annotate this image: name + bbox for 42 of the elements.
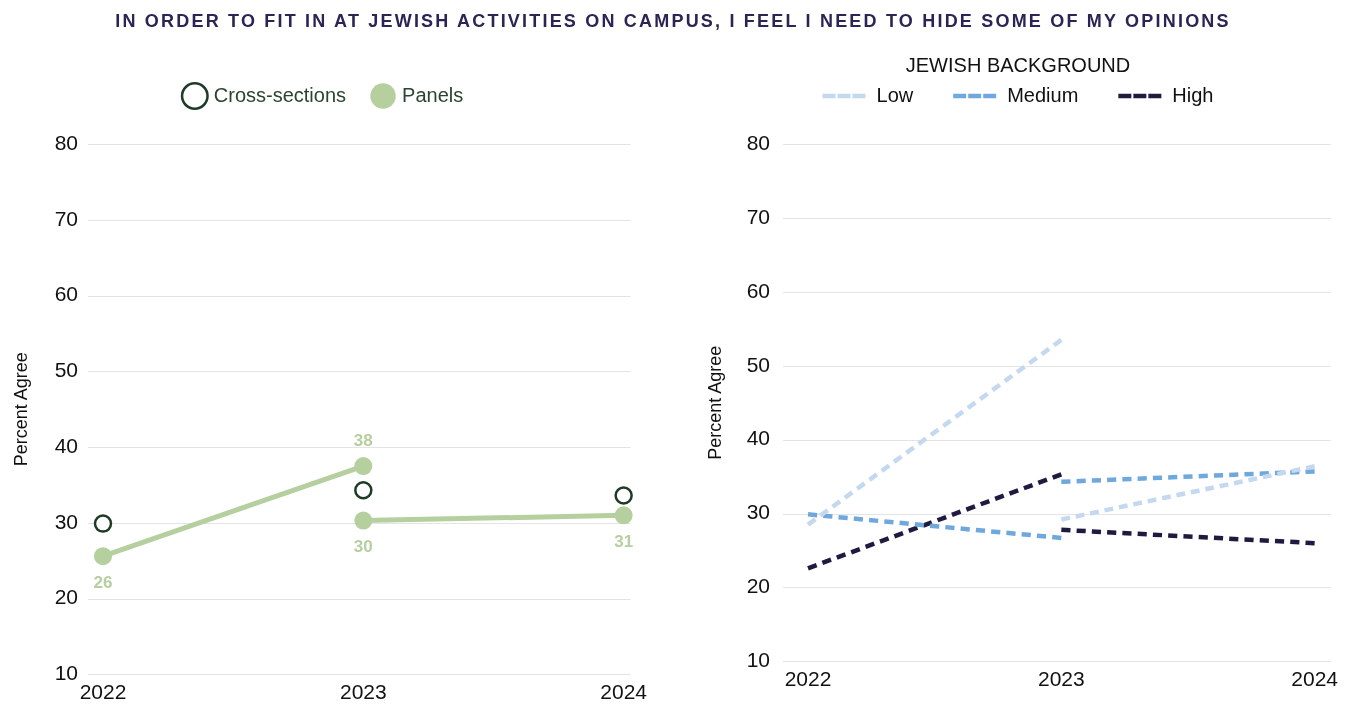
legend-label: High — [1172, 83, 1214, 106]
y-tick-label: 70 — [746, 204, 770, 228]
x-tick-label: 2024 — [1291, 666, 1339, 690]
x-tick-label: 2022 — [79, 679, 127, 703]
legend-label: Low — [876, 83, 914, 106]
y-tick-label: 60 — [54, 282, 78, 306]
y-tick-label: 20 — [54, 585, 78, 609]
y-tick-label: 10 — [54, 661, 78, 685]
y-tick-label: 10 — [746, 648, 770, 672]
point — [354, 511, 373, 530]
y-tick-label: 60 — [746, 278, 770, 302]
y-tick-label: 50 — [54, 358, 78, 382]
y-tick-label: 70 — [54, 206, 78, 230]
x-tick-label: 2023 — [339, 679, 387, 703]
y-tick-label: 80 — [54, 130, 78, 154]
data-label: 30 — [353, 537, 373, 557]
point — [614, 506, 633, 525]
legend-label: Panels — [402, 83, 464, 106]
legend-title: JEWISH BACKGROUND — [905, 53, 1131, 76]
y-tick-label: 40 — [54, 433, 78, 457]
point — [93, 514, 113, 533]
point — [354, 481, 373, 500]
data-label: 26 — [93, 572, 113, 592]
point — [94, 547, 112, 566]
data-label: 31 — [614, 531, 634, 551]
text: IN ORDER TO FIT IN AT JEWISH ACTIVITIES ON CAMPUS, I FEEL I NEED TO HIDE SOME OF MY OPINIONS — [114, 11, 1232, 32]
legend-label: Cross-sections — [213, 83, 347, 106]
y-tick-label: 80 — [746, 130, 770, 154]
x-tick-label: 2023 — [1037, 666, 1085, 690]
point — [614, 486, 633, 505]
data-label: 38 — [353, 430, 373, 450]
y-tick-label: 20 — [746, 574, 770, 598]
x-tick-label: 2024 — [600, 679, 648, 703]
legend-label: Medium — [1007, 83, 1079, 106]
y-tick-label: 40 — [746, 426, 770, 450]
x-tick-label: 2022 — [784, 666, 832, 690]
y-tick-label: 30 — [746, 500, 770, 524]
y-axis-title: Percent Agree — [10, 352, 31, 467]
point — [354, 457, 373, 476]
y-axis-title: Percent Agree — [704, 345, 725, 460]
y-tick-label: 50 — [746, 352, 770, 376]
y-tick-label: 30 — [54, 509, 78, 533]
